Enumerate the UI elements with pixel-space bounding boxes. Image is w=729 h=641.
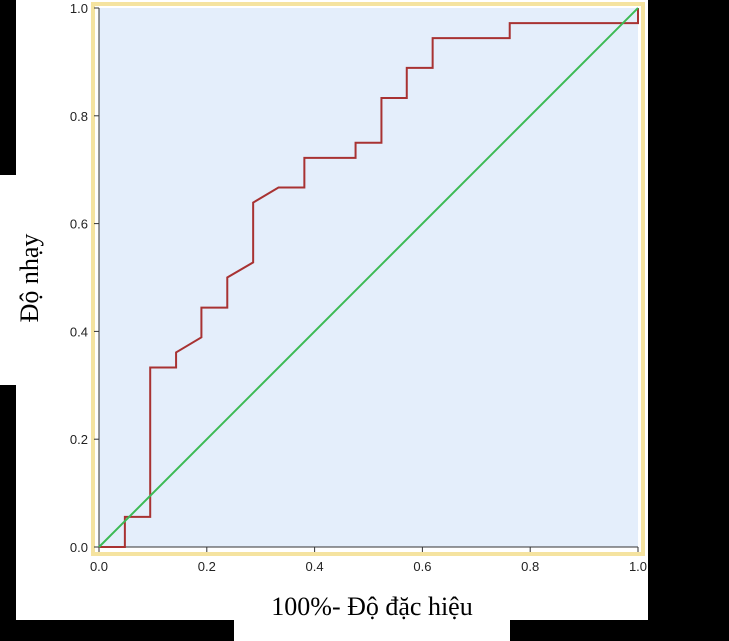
y-axis-title: Độ nhạy [15,234,44,323]
x-tick-label: 0.0 [90,559,108,574]
x-tick-label: 0.4 [306,559,324,574]
y-tick-label: 0.0 [70,540,88,555]
x-tick-label: 0.2 [198,559,216,574]
y-tick-label: 0.2 [70,432,88,447]
x-tick-label: 0.8 [521,559,539,574]
y-tick-label: 0.4 [70,324,88,339]
left-black-bar-top [0,0,16,175]
y-tick-label: 0.8 [70,109,88,124]
x-tick-label: 1.0 [629,559,647,574]
x-tick-label: 0.6 [413,559,431,574]
left-black-bar-bottom [0,385,16,641]
right-black-bar [648,0,729,641]
x-axis-title: 100%- Độ đặc hiệu [271,592,472,621]
series-line-roc [99,8,639,548]
y-tick-label: 0.6 [70,217,88,232]
series-line-reference [98,7,639,548]
plot-frame [91,2,645,556]
y-tick-label: 1.0 [70,1,88,16]
axis-ticks [94,7,639,552]
bottom-black-bar-left [0,620,234,641]
